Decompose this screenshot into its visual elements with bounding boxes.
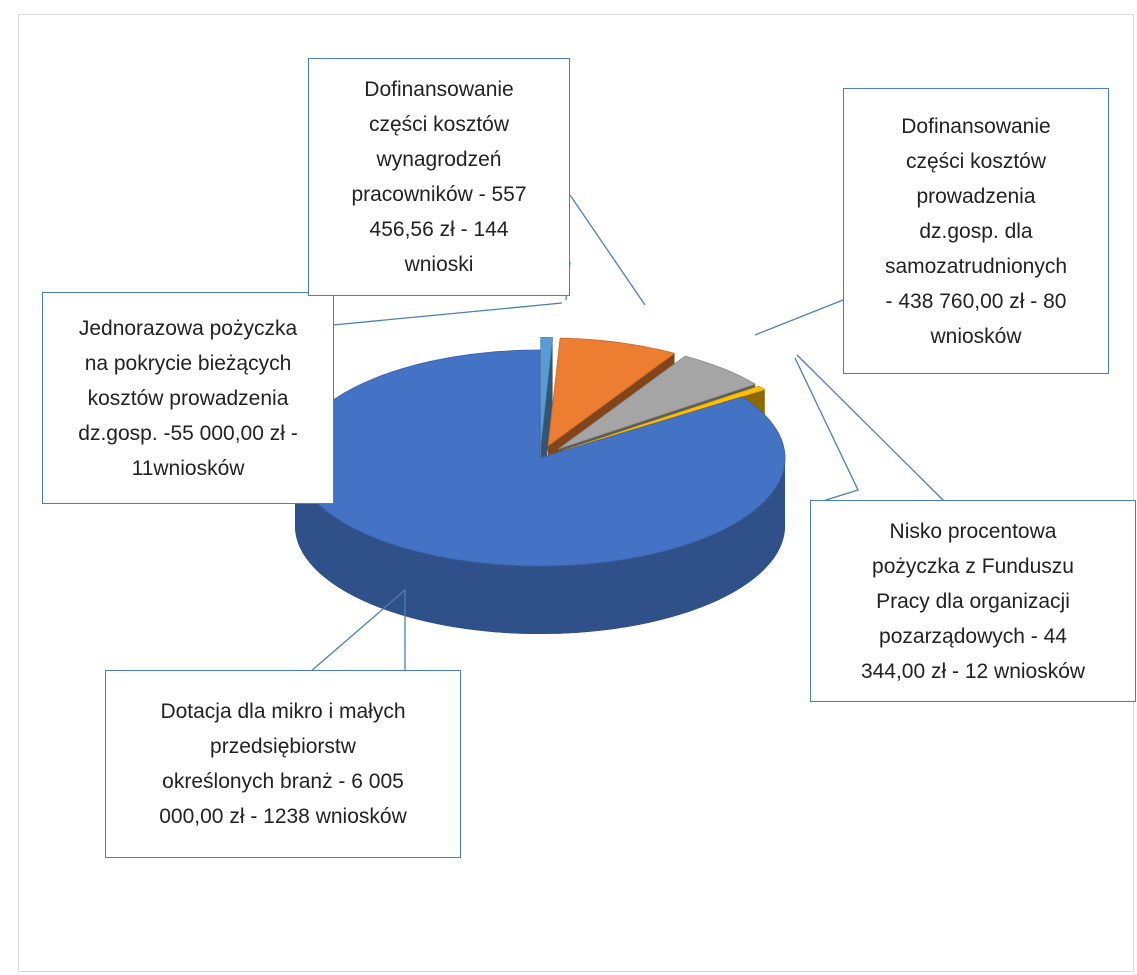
leader-line xyxy=(309,588,406,673)
slice-side xyxy=(295,458,785,634)
data-label: Dofinansowanie części kosztów prowadzeni… xyxy=(843,88,1109,374)
pie xyxy=(294,336,786,634)
data-label: Dotacja dla mikro i małych przedsiębiors… xyxy=(105,670,461,858)
data-label: Dofinansowanie części kosztów wynagrodze… xyxy=(308,58,570,296)
slice xyxy=(547,337,676,447)
chart-frame xyxy=(18,14,1134,972)
leader-line xyxy=(796,354,946,503)
slice xyxy=(294,349,786,567)
leader-line xyxy=(794,357,859,506)
slice xyxy=(558,355,757,450)
data-label: Nisko procentowa pożyczka z Funduszu Pra… xyxy=(810,500,1136,702)
data-label: Jednorazowa pożyczka na pokrycie bieżący… xyxy=(42,292,334,504)
slice xyxy=(540,336,554,446)
leader-line xyxy=(569,194,646,306)
leader-line xyxy=(332,302,563,326)
leader-line xyxy=(754,299,844,336)
